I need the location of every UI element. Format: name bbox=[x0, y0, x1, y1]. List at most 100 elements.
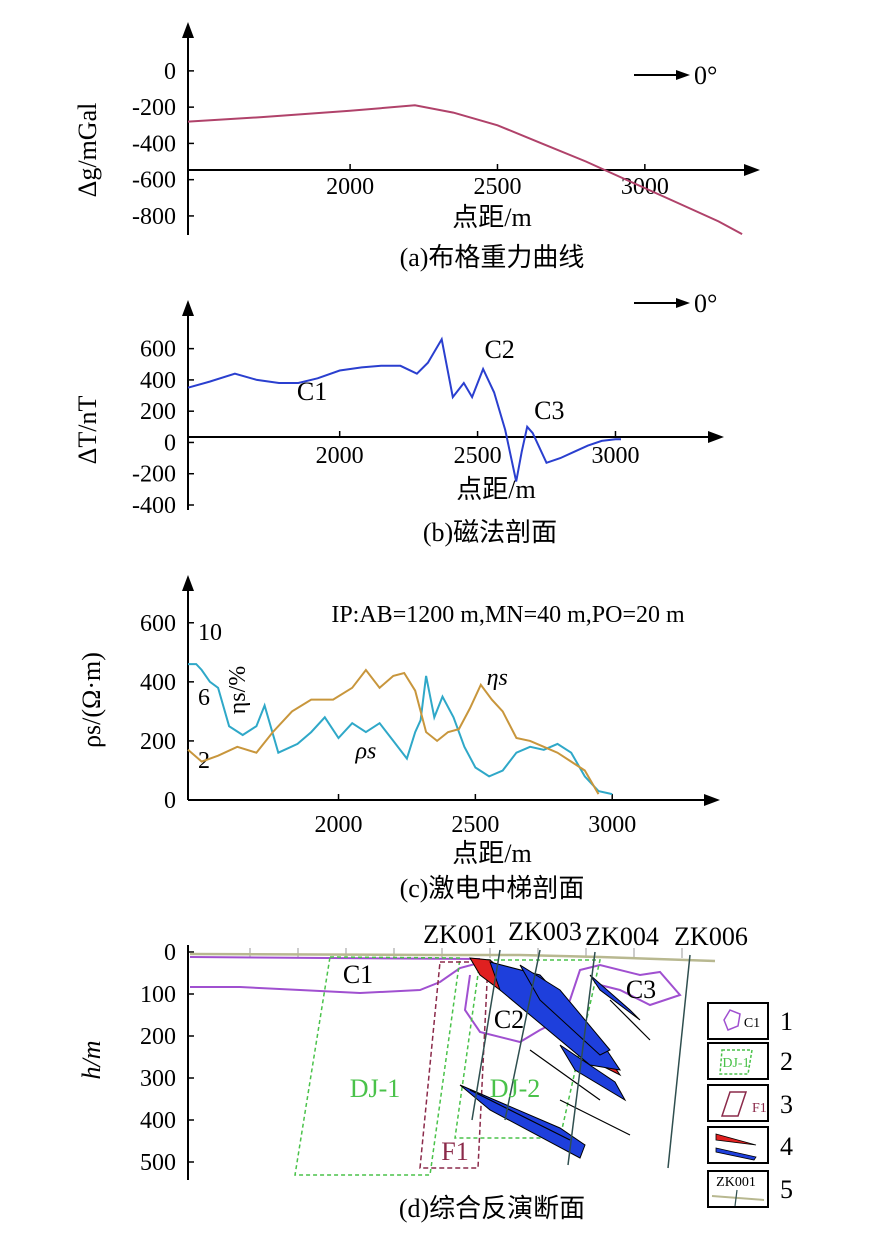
gravity-caption: (a)布格重力曲线 bbox=[400, 243, 585, 272]
ip-y2tick-label: 6 bbox=[198, 685, 210, 711]
magnetic-annotation-c3: C3 bbox=[534, 396, 564, 425]
section-ytick-label: 200 bbox=[140, 1024, 176, 1050]
magnetic-y-arrow bbox=[182, 300, 194, 316]
borehole-label-zk001: ZK001 bbox=[423, 920, 497, 949]
topography-line bbox=[189, 952, 716, 963]
ip-caption: (c)激电中梯剖面 bbox=[400, 874, 585, 903]
ore-body-blue-4 bbox=[559, 1044, 627, 1102]
legend-num-1: 1 bbox=[780, 1007, 793, 1036]
label-c1: C1 bbox=[343, 960, 373, 989]
magnetic-annotation-c2: C2 bbox=[484, 335, 514, 364]
ip-ylabel: ρs/(Ω·m) bbox=[77, 652, 106, 748]
a-xtick-label: 2000 bbox=[326, 174, 374, 200]
magnetic-x-arrow bbox=[708, 431, 724, 443]
b-ytick-label: 200 bbox=[140, 399, 176, 425]
legend-num-3: 3 bbox=[780, 1090, 793, 1119]
c-xtick-label: 3000 bbox=[588, 812, 636, 838]
c-xtick-label: 2500 bbox=[451, 812, 499, 838]
magnetic-curve bbox=[187, 336, 621, 482]
section-ytick-label: 300 bbox=[140, 1066, 176, 1092]
b-xtick-label: 2500 bbox=[454, 443, 502, 469]
dj1-body bbox=[294, 956, 461, 1176]
borehole-label-zk003: ZK003 bbox=[508, 917, 582, 946]
north-arrow-b-label: 0° bbox=[694, 289, 717, 318]
gravity-x-arrow bbox=[744, 164, 760, 176]
a-ytick-label: 0 bbox=[164, 59, 176, 85]
label-c3: C3 bbox=[626, 975, 656, 1004]
c-ytick-label: 600 bbox=[140, 611, 176, 637]
label-dj1: DJ-1 bbox=[350, 1074, 401, 1103]
a-ytick-label: -200 bbox=[132, 95, 176, 121]
magnetic-ylabel: ΔT/nT bbox=[73, 396, 102, 465]
legend-num-5: 5 bbox=[780, 1175, 793, 1204]
legend-key-3: F1 bbox=[752, 1101, 767, 1116]
legend-key-1: C1 bbox=[744, 1016, 760, 1031]
section-panel: 0 100 200 300 400 500 h/m bbox=[77, 917, 793, 1223]
ip-ylabel2: ηs/% bbox=[225, 666, 251, 715]
borehole-zk004 bbox=[567, 951, 596, 1166]
legend-swatch-5-hole bbox=[734, 1189, 738, 1207]
ore-body-blue-3 bbox=[459, 1084, 586, 1159]
gravity-ylabel: Δg/mGal bbox=[73, 103, 102, 198]
c-ytick-label: 200 bbox=[140, 729, 176, 755]
magnetic-xlabel: 点距/m bbox=[456, 475, 535, 504]
surface-purple-line bbox=[189, 956, 481, 960]
b-ytick-label: 0 bbox=[164, 430, 176, 456]
legend-num-4: 4 bbox=[780, 1132, 793, 1161]
label-dj2: DJ-2 bbox=[490, 1074, 541, 1103]
rho-s-curve bbox=[188, 663, 613, 796]
north-arrow-b: 0° bbox=[634, 289, 717, 318]
ip-y2tick-label: 10 bbox=[198, 620, 222, 646]
ip-x-arrow bbox=[704, 794, 720, 806]
a-ytick-label: -800 bbox=[132, 204, 176, 230]
section-ytick-label: 100 bbox=[140, 982, 176, 1008]
legend-num-2: 2 bbox=[780, 1047, 793, 1076]
legend-swatch-4-red bbox=[715, 1133, 757, 1146]
section-ylabel: h/m bbox=[77, 1041, 106, 1080]
ore-body-blue-5 bbox=[589, 974, 641, 1021]
magnetic-caption: (b)磁法剖面 bbox=[423, 518, 557, 547]
b-ytick-label: -400 bbox=[132, 493, 176, 519]
magnetic-annotation-c1: C1 bbox=[297, 377, 327, 406]
b-xtick-label: 2000 bbox=[316, 443, 364, 469]
legend-key-2: DJ-1 bbox=[722, 1056, 749, 1071]
legend-box-5 bbox=[707, 1170, 769, 1208]
label-c2: C2 bbox=[494, 1005, 524, 1034]
section-caption: (d)综合反演断面 bbox=[399, 1194, 585, 1223]
gravity-xlabel: 点距/m bbox=[452, 203, 531, 232]
borehole-label-zk004: ZK004 bbox=[585, 922, 659, 951]
legend-box-1 bbox=[707, 1002, 769, 1040]
ip-annotation-0: ηs bbox=[487, 665, 508, 691]
borehole-zk006 bbox=[667, 954, 691, 1169]
b-xtick-label: 3000 bbox=[591, 443, 639, 469]
borehole-zk001 bbox=[471, 949, 501, 1121]
section-ytick-label: 500 bbox=[140, 1150, 176, 1176]
ip-xlabel: 点距/m bbox=[452, 839, 531, 868]
b-ytick-label: 600 bbox=[140, 337, 176, 363]
ore-lines bbox=[469, 999, 651, 1141]
ip-y-arrow bbox=[182, 575, 194, 591]
borehole-label-zk006: ZK006 bbox=[674, 922, 748, 951]
legend-swatch-1 bbox=[723, 1009, 741, 1031]
a-ytick-label: -400 bbox=[132, 131, 176, 157]
north-arrow: 0° bbox=[634, 61, 717, 90]
c2-contour bbox=[463, 963, 682, 1044]
north-arrow-label: 0° bbox=[694, 61, 717, 90]
borehole-zk003 bbox=[504, 949, 541, 1121]
a-ytick-label: -600 bbox=[132, 168, 176, 194]
section-legend: C1 1 DJ-1 2 F1 3 4 ZK001 5 bbox=[707, 1002, 793, 1208]
legend-box-4 bbox=[707, 1126, 769, 1164]
c-ytick-label: 0 bbox=[164, 788, 176, 814]
legend-box-3 bbox=[707, 1084, 769, 1122]
a-xtick-label: 2500 bbox=[473, 174, 521, 200]
b-ytick-label: 400 bbox=[140, 368, 176, 394]
gravity-y-arrow bbox=[182, 22, 194, 38]
legend-swatch-3 bbox=[720, 1091, 748, 1117]
legend-box-2 bbox=[707, 1042, 769, 1080]
gravity-curve bbox=[187, 104, 743, 235]
